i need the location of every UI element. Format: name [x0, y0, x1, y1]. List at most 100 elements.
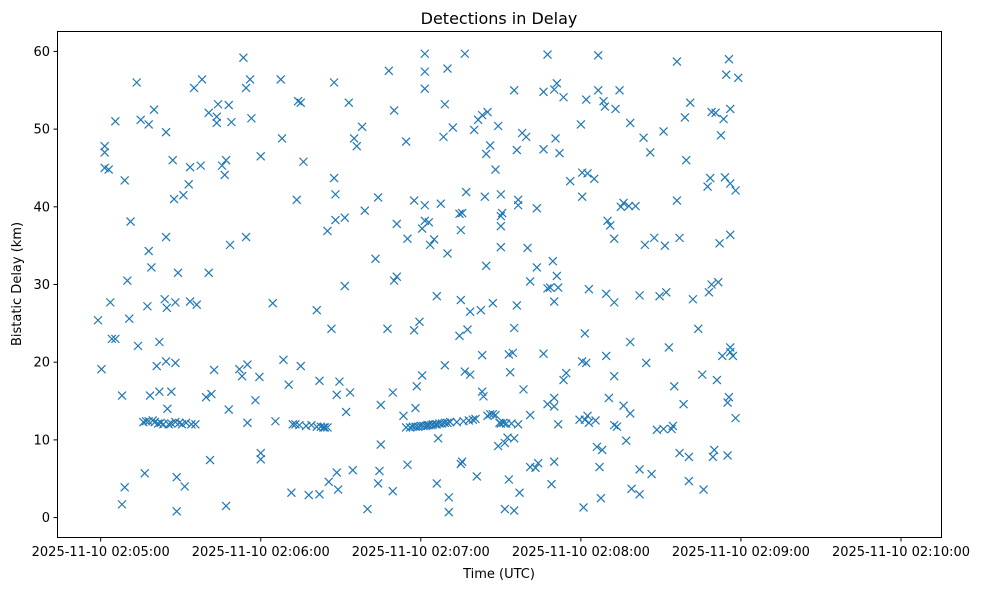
data-point-marker: [625, 118, 635, 128]
data-point-marker: [172, 472, 182, 482]
data-point-marker: [559, 375, 568, 385]
data-point-marker: [221, 155, 231, 165]
data-point-marker: [180, 482, 190, 491]
data-point-marker: [561, 368, 571, 378]
data-point-marker: [580, 415, 590, 425]
data-point-marker: [496, 221, 506, 231]
data-point-marker: [605, 221, 615, 230]
data-point-marker: [509, 323, 519, 333]
data-point-marker: [593, 85, 603, 95]
data-point-marker: [675, 448, 684, 458]
x-axis-label: Time (UTC): [462, 567, 535, 582]
data-point-marker: [284, 380, 294, 390]
data-point-marker: [684, 476, 694, 486]
data-point-marker: [509, 506, 519, 516]
data-point-marker: [286, 488, 296, 498]
data-point-marker: [332, 468, 342, 477]
y-tick-label: 10: [33, 433, 50, 448]
data-point-marker: [580, 329, 590, 338]
data-point-marker: [505, 367, 515, 377]
data-point-marker: [635, 290, 644, 300]
data-point-marker: [483, 411, 492, 421]
data-point-marker: [596, 493, 606, 503]
data-point-marker: [709, 445, 719, 455]
data-point-marker: [204, 108, 214, 118]
data-point-marker: [512, 301, 522, 310]
data-point-marker: [105, 297, 115, 307]
data-point-marker: [132, 78, 142, 87]
data-point-marker: [312, 305, 322, 315]
data-point-marker: [332, 390, 342, 400]
data-point-marker: [352, 141, 362, 151]
data-point-marker: [667, 424, 676, 434]
data-point-marker: [164, 419, 174, 429]
data-point-marker: [403, 460, 412, 470]
data-point-marker: [420, 49, 430, 59]
data-point-marker: [420, 67, 430, 77]
data-point-marker: [424, 217, 434, 227]
data-point-marker: [713, 277, 723, 287]
x-axis: 2025-11-10 02:05:00 2025-11-10 02:06:00 20…: [32, 537, 970, 560]
data-point-marker: [581, 358, 591, 368]
data-point-marker: [508, 348, 518, 358]
data-point-marker: [363, 504, 372, 514]
data-point-marker: [226, 117, 236, 127]
data-point-marker: [579, 503, 588, 512]
y-tick-label: 30: [33, 278, 50, 293]
data-point-marker: [583, 411, 592, 421]
y-tick-label: 60: [33, 45, 50, 60]
data-point-marker: [373, 193, 383, 202]
data-point-marker: [242, 360, 252, 369]
data-point-marker: [340, 213, 350, 223]
data-point-marker: [649, 233, 659, 243]
data-point-marker: [296, 361, 306, 371]
data-point-marker: [399, 411, 408, 421]
data-point-marker: [417, 370, 427, 380]
data-point-marker: [456, 295, 466, 305]
data-point-marker: [469, 125, 479, 135]
data-point-marker: [704, 287, 714, 297]
data-point-marker: [549, 402, 559, 411]
data-point-marker: [471, 414, 480, 424]
data-point-marker: [635, 489, 644, 499]
data-point-marker: [624, 201, 634, 211]
data-point-marker: [146, 262, 156, 272]
data-point-marker: [197, 74, 207, 84]
data-point-marker: [315, 376, 324, 386]
data-point-marker: [593, 50, 603, 60]
data-point-marker: [304, 490, 314, 500]
data-point-marker: [619, 401, 628, 411]
data-point-marker: [549, 393, 559, 403]
data-point-marker: [645, 147, 655, 157]
data-point-marker: [212, 118, 222, 128]
y-tick-label: 0: [42, 511, 50, 526]
data-point-marker: [349, 134, 359, 143]
data-point-marker: [655, 291, 664, 301]
data-point-marker: [723, 398, 733, 408]
data-point-marker: [725, 179, 735, 188]
data-point-marker: [388, 388, 398, 397]
data-point-marker: [443, 248, 452, 258]
data-point-marker: [162, 404, 172, 414]
data-point-marker: [609, 371, 619, 381]
data-point-marker: [481, 261, 491, 271]
data-point-marker: [468, 415, 478, 425]
data-point-marker: [597, 445, 607, 455]
data-point-marker: [250, 395, 260, 405]
data-point-marker: [705, 173, 715, 183]
data-point-marker: [169, 194, 179, 204]
data-point-marker: [133, 341, 143, 351]
data-point-marker: [581, 95, 591, 105]
data-point-marker: [500, 438, 510, 448]
data-point-marker: [120, 175, 130, 185]
data-point-marker: [161, 232, 171, 242]
data-point-marker: [392, 272, 402, 282]
data-point-marker: [725, 104, 735, 114]
data-point-marker: [389, 276, 399, 286]
data-point-marker: [371, 254, 380, 264]
data-point-marker: [599, 96, 608, 106]
data-point-marker: [612, 422, 622, 432]
data-point-marker: [553, 419, 563, 429]
data-point-marker: [154, 337, 164, 347]
data-point-marker: [616, 202, 626, 212]
